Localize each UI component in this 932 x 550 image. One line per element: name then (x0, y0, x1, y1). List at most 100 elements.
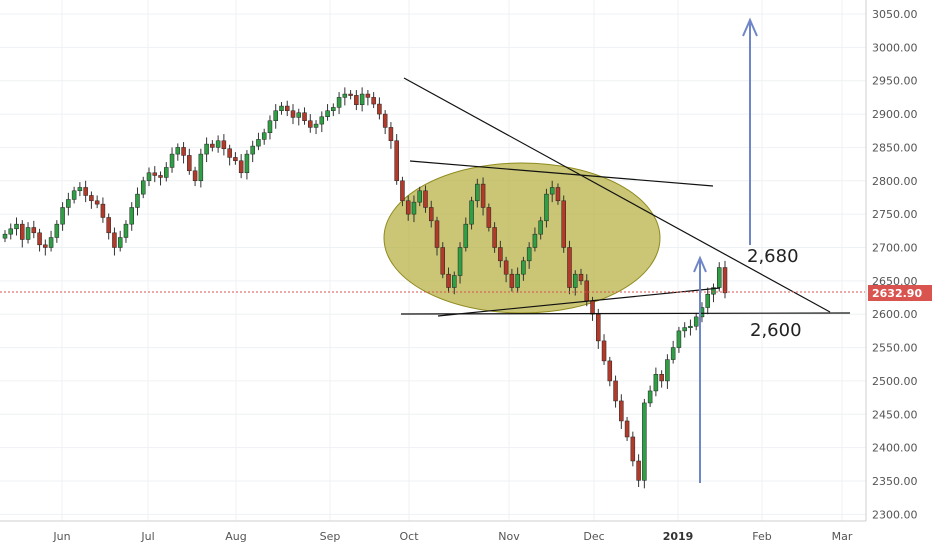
candle-body (31, 227, 37, 234)
candle-body (434, 220, 440, 248)
candle-body (331, 107, 336, 111)
candle-body (722, 267, 728, 294)
x-tick-label: Mar (832, 530, 853, 543)
y-tick-label: 2900.00 (872, 108, 918, 121)
candle-body (365, 93, 371, 98)
candle-body (405, 200, 411, 215)
candlestick-series (2, 87, 728, 489)
candle-body (54, 223, 60, 238)
candle-body (659, 374, 664, 382)
x-tick-label: Jun (52, 530, 70, 543)
candle-body (48, 237, 54, 248)
candle-body (613, 380, 618, 402)
candle-body (221, 140, 227, 150)
candle-body (665, 359, 670, 382)
candle-body (423, 190, 428, 208)
candle-body (325, 110, 330, 117)
candle-body (181, 147, 186, 156)
y-tick-label: 2400.00 (872, 442, 918, 455)
candle-body (25, 227, 31, 240)
current-price-tag: 2632.90 (868, 285, 932, 301)
x-tick-label: Nov (498, 530, 520, 543)
candle-body (164, 167, 169, 178)
candle-body (204, 143, 209, 155)
y-tick-label: 2350.00 (872, 475, 918, 488)
candle-body (382, 113, 388, 128)
candle-body (486, 207, 492, 228)
candle-body (106, 217, 111, 234)
x-tick-label: Dec (583, 530, 604, 543)
candle-body (152, 172, 158, 176)
candle-body (428, 207, 434, 222)
y-tick-label: 2300.00 (872, 508, 918, 521)
candle-body (630, 436, 636, 462)
candle-body (590, 300, 595, 315)
x-tick-label: Aug (225, 530, 246, 543)
candle-body (238, 160, 244, 174)
candle-body (509, 273, 515, 288)
candle-body (250, 145, 255, 155)
candle-body (273, 110, 278, 121)
candle-body (498, 247, 503, 262)
candle-body (503, 260, 509, 275)
candle-body (267, 120, 273, 134)
candle-body (359, 93, 365, 105)
candle-body (440, 247, 446, 275)
candle-body (313, 123, 319, 128)
candle-body (601, 340, 607, 362)
candle-body (492, 227, 497, 248)
descending-trendline (403, 77, 831, 313)
candle-body (578, 273, 584, 282)
candle-body (480, 183, 486, 208)
candle-body (642, 402, 647, 481)
candle-body (555, 187, 561, 202)
candle-body (89, 195, 94, 202)
candle-body (561, 200, 566, 248)
candle-body (319, 116, 325, 125)
candle-body (354, 95, 359, 105)
candle-body (112, 232, 117, 248)
candle-body (371, 97, 376, 105)
candle-body (77, 187, 83, 192)
y-tick-label: 2850.00 (872, 141, 918, 154)
candle-body (117, 237, 123, 248)
candle-body (532, 233, 538, 248)
candle-body (175, 147, 181, 155)
candle-body (549, 187, 555, 195)
candle-body (123, 223, 129, 238)
candle-body (446, 273, 451, 288)
candle-body (71, 190, 77, 200)
candle-body (284, 105, 290, 111)
candle-body (83, 187, 88, 196)
candle-body (544, 193, 549, 222)
candle-body (187, 155, 192, 172)
y-axis-ticks: 3050.00 3000.00 2950.00 2900.00 2850.00 2800.… (872, 8, 918, 521)
y-tick-label: 2600.00 (872, 308, 918, 321)
x-tick-label: Feb (752, 530, 771, 543)
y-tick-label: 2950.00 (872, 75, 918, 88)
y-tick-label: 2450.00 (872, 408, 918, 421)
candle-body (676, 330, 682, 348)
candle-body (308, 120, 313, 128)
candle-body (538, 220, 543, 235)
candle-body (647, 390, 653, 404)
candle-body (716, 267, 722, 288)
candle-body (636, 460, 641, 481)
y-tick-label: 3050.00 (872, 8, 918, 21)
candle-body (705, 293, 710, 308)
candle-body (515, 273, 520, 288)
candle-body (619, 400, 624, 422)
candle-body (584, 280, 590, 302)
candle-body (452, 275, 457, 288)
candle-body (215, 140, 221, 148)
candle-body (100, 203, 106, 218)
candle-body (342, 93, 348, 98)
candle-body (129, 207, 134, 225)
candle-body (653, 374, 659, 392)
candle-body (348, 93, 353, 96)
candle-body (198, 153, 204, 182)
candle-body (227, 148, 232, 158)
long-target-arrow (742, 17, 758, 245)
y-tick-label: 2550.00 (872, 342, 918, 355)
